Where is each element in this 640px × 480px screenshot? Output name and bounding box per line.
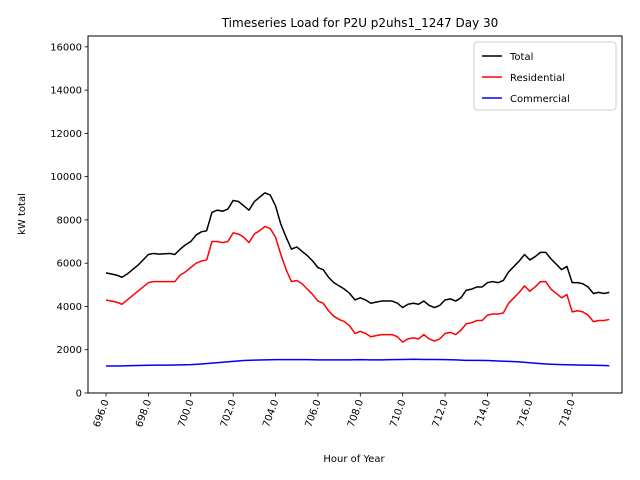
legend-label-total: Total — [509, 52, 533, 63]
x-tick-label: 698.0 — [134, 398, 154, 429]
series-line-total — [105, 192, 610, 309]
y-axis-title: kW total — [17, 193, 28, 235]
x-tick-label: 716.0 — [516, 398, 536, 429]
y-tick-label: 8000 — [57, 215, 82, 226]
x-tick-label: 712.0 — [431, 398, 451, 429]
y-tick-label: 14000 — [50, 86, 82, 97]
x-tick-label: 714.0 — [473, 398, 493, 429]
x-tick-label: 704.0 — [261, 398, 281, 429]
series-line-residential — [105, 225, 610, 343]
x-tick-label: 700.0 — [176, 398, 196, 429]
y-tick-label: 0 — [76, 389, 82, 400]
y-tick-label: 10000 — [50, 172, 82, 183]
y-tick-label: 6000 — [57, 259, 82, 270]
x-tick-label: 696.0 — [92, 398, 112, 429]
x-tick-label: 708.0 — [346, 398, 366, 429]
chart-title: Timeseries Load for P2U p2uhs1_1247 Day … — [221, 16, 499, 30]
plot-area: 0 2000 4000 6000 8000 10000 12000 14000 16000 696… — [50, 35, 623, 429]
legend-label-commercial: Commercial — [510, 94, 570, 105]
y-tick-label: 4000 — [57, 302, 82, 313]
x-axis-title: Hour of Year — [323, 454, 385, 465]
x-tick-label: 702.0 — [219, 398, 239, 429]
legend-label-residential: Residential — [510, 73, 565, 84]
x-tick-label: 710.0 — [388, 398, 408, 429]
legend-box — [473, 41, 617, 111]
y-tick-label: 12000 — [50, 129, 82, 140]
x-tick-label: 706.0 — [304, 398, 324, 429]
axes-frame — [87, 35, 623, 394]
y-tick-label: 16000 — [50, 42, 82, 53]
x-tick-label: 718.0 — [558, 398, 578, 429]
series-line-commercial — [106, 358, 610, 367]
y-tick-label: 2000 — [57, 345, 82, 356]
